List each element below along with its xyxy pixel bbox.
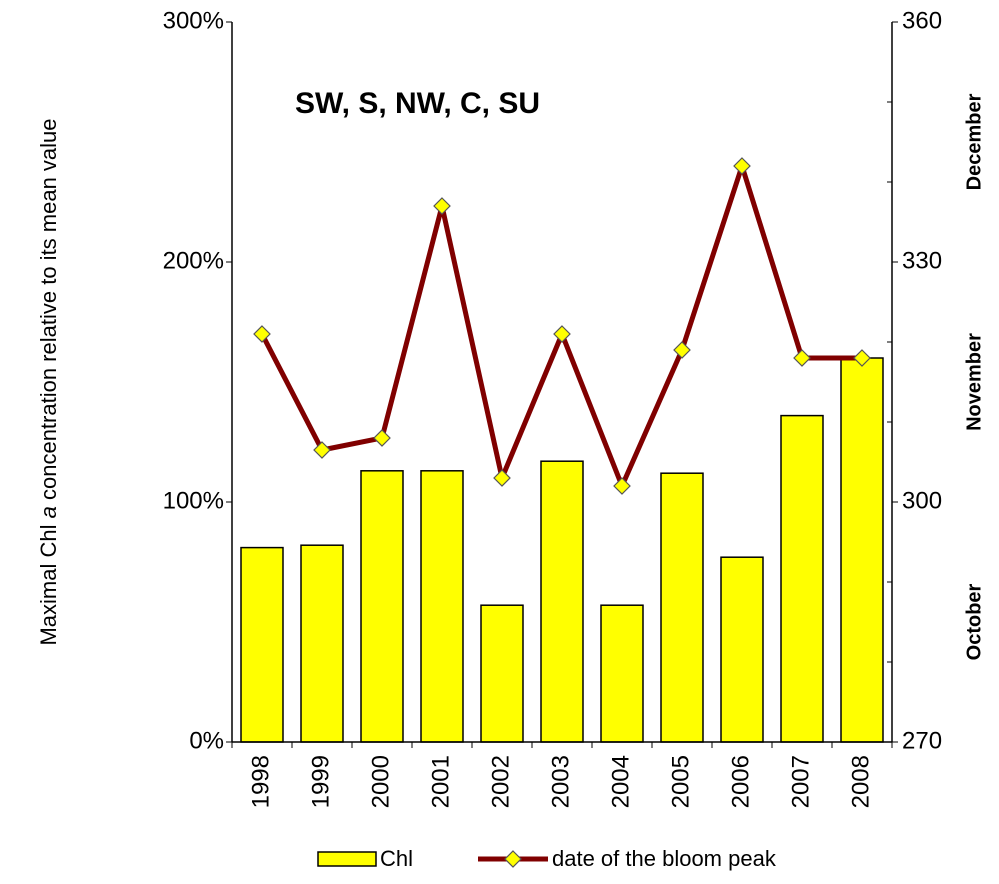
y2-tick-label: 300 <box>902 487 942 514</box>
x-tick-label: 2004 <box>607 755 634 808</box>
y2-tick-label: 360 <box>902 7 942 34</box>
bar <box>780 414 824 743</box>
marker <box>253 325 271 343</box>
y-axis-label: Maximal Chl a concentration relative to … <box>36 118 61 645</box>
bar <box>720 556 764 743</box>
y2-month-label: November <box>963 333 985 431</box>
bar <box>540 460 584 743</box>
x-tick-label: 2003 <box>547 755 574 808</box>
bar <box>600 604 644 743</box>
x-tick-label: 2000 <box>367 755 394 808</box>
marker <box>853 349 871 367</box>
marker <box>433 197 451 215</box>
bar <box>300 544 344 743</box>
legend-label: Chl <box>380 846 413 871</box>
y-tick-label: 200% <box>163 247 224 274</box>
legend-label: date of the bloom peak <box>552 846 777 871</box>
y-tick-label: 100% <box>163 487 224 514</box>
x-tick-label: 2007 <box>787 755 814 808</box>
legend-swatch <box>504 850 522 868</box>
x-tick-label: 2006 <box>727 755 754 808</box>
y-tick-label: 0% <box>189 727 224 754</box>
marker <box>493 469 511 487</box>
marker <box>553 325 571 343</box>
marker <box>673 341 691 359</box>
annotation: SW, S, NW, C, SU <box>295 87 540 120</box>
y2-tick-label: 270 <box>902 727 942 754</box>
bar <box>840 357 884 743</box>
y-label-part: concentration relative to its mean value <box>36 118 61 506</box>
bar <box>360 470 404 743</box>
x-tick-label: 1999 <box>307 755 334 808</box>
y2-tick-label: 330 <box>902 247 942 274</box>
y2-month-label: December <box>963 93 985 190</box>
y2-month-label: October <box>963 583 985 660</box>
y-label-part: a <box>36 506 61 518</box>
y-label-part: Maximal Chl <box>36 518 61 645</box>
legend-swatch <box>317 851 377 867</box>
x-tick-label: 2008 <box>847 755 874 808</box>
marker <box>793 349 811 367</box>
marker <box>373 429 391 447</box>
x-tick-label: 2001 <box>427 755 454 808</box>
x-tick-label: 1998 <box>247 755 274 808</box>
bar <box>660 472 704 743</box>
x-tick-label: 2005 <box>667 755 694 808</box>
bar <box>480 604 524 743</box>
bar <box>420 470 464 743</box>
y-tick-label: 300% <box>163 7 224 34</box>
marker <box>613 477 631 495</box>
bar <box>240 546 284 743</box>
x-tick-label: 2002 <box>487 755 514 808</box>
marker <box>733 157 751 175</box>
marker <box>313 441 331 459</box>
